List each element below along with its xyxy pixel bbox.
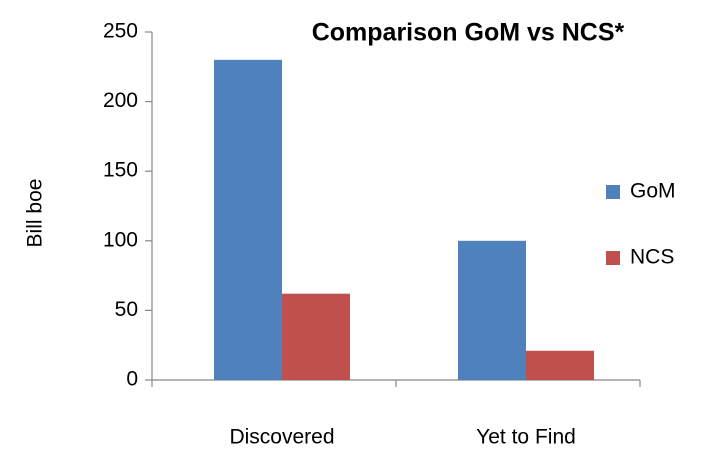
chart-title: Comparison GoM vs NCS*	[312, 19, 625, 47]
y-tick-label: 50	[115, 298, 138, 321]
x-tick-label: Yet to Find	[476, 426, 576, 449]
bar	[458, 240, 526, 380]
legend-swatch	[606, 251, 620, 265]
y-axis-label: Bill boe	[24, 179, 47, 248]
y-tick-label: 100	[103, 228, 138, 251]
x-tick-label: Discovered	[229, 426, 334, 449]
y-tick-label: 200	[103, 89, 138, 112]
bar	[526, 350, 594, 380]
y-tick-label: 0	[126, 368, 138, 391]
legend-label: GoM	[630, 180, 676, 203]
bar	[214, 59, 282, 381]
bar	[282, 293, 350, 380]
legend-label: NCS	[630, 246, 674, 269]
legend-swatch	[606, 185, 620, 199]
y-tick-label: 250	[103, 20, 138, 43]
y-tick-label: 150	[103, 159, 138, 182]
